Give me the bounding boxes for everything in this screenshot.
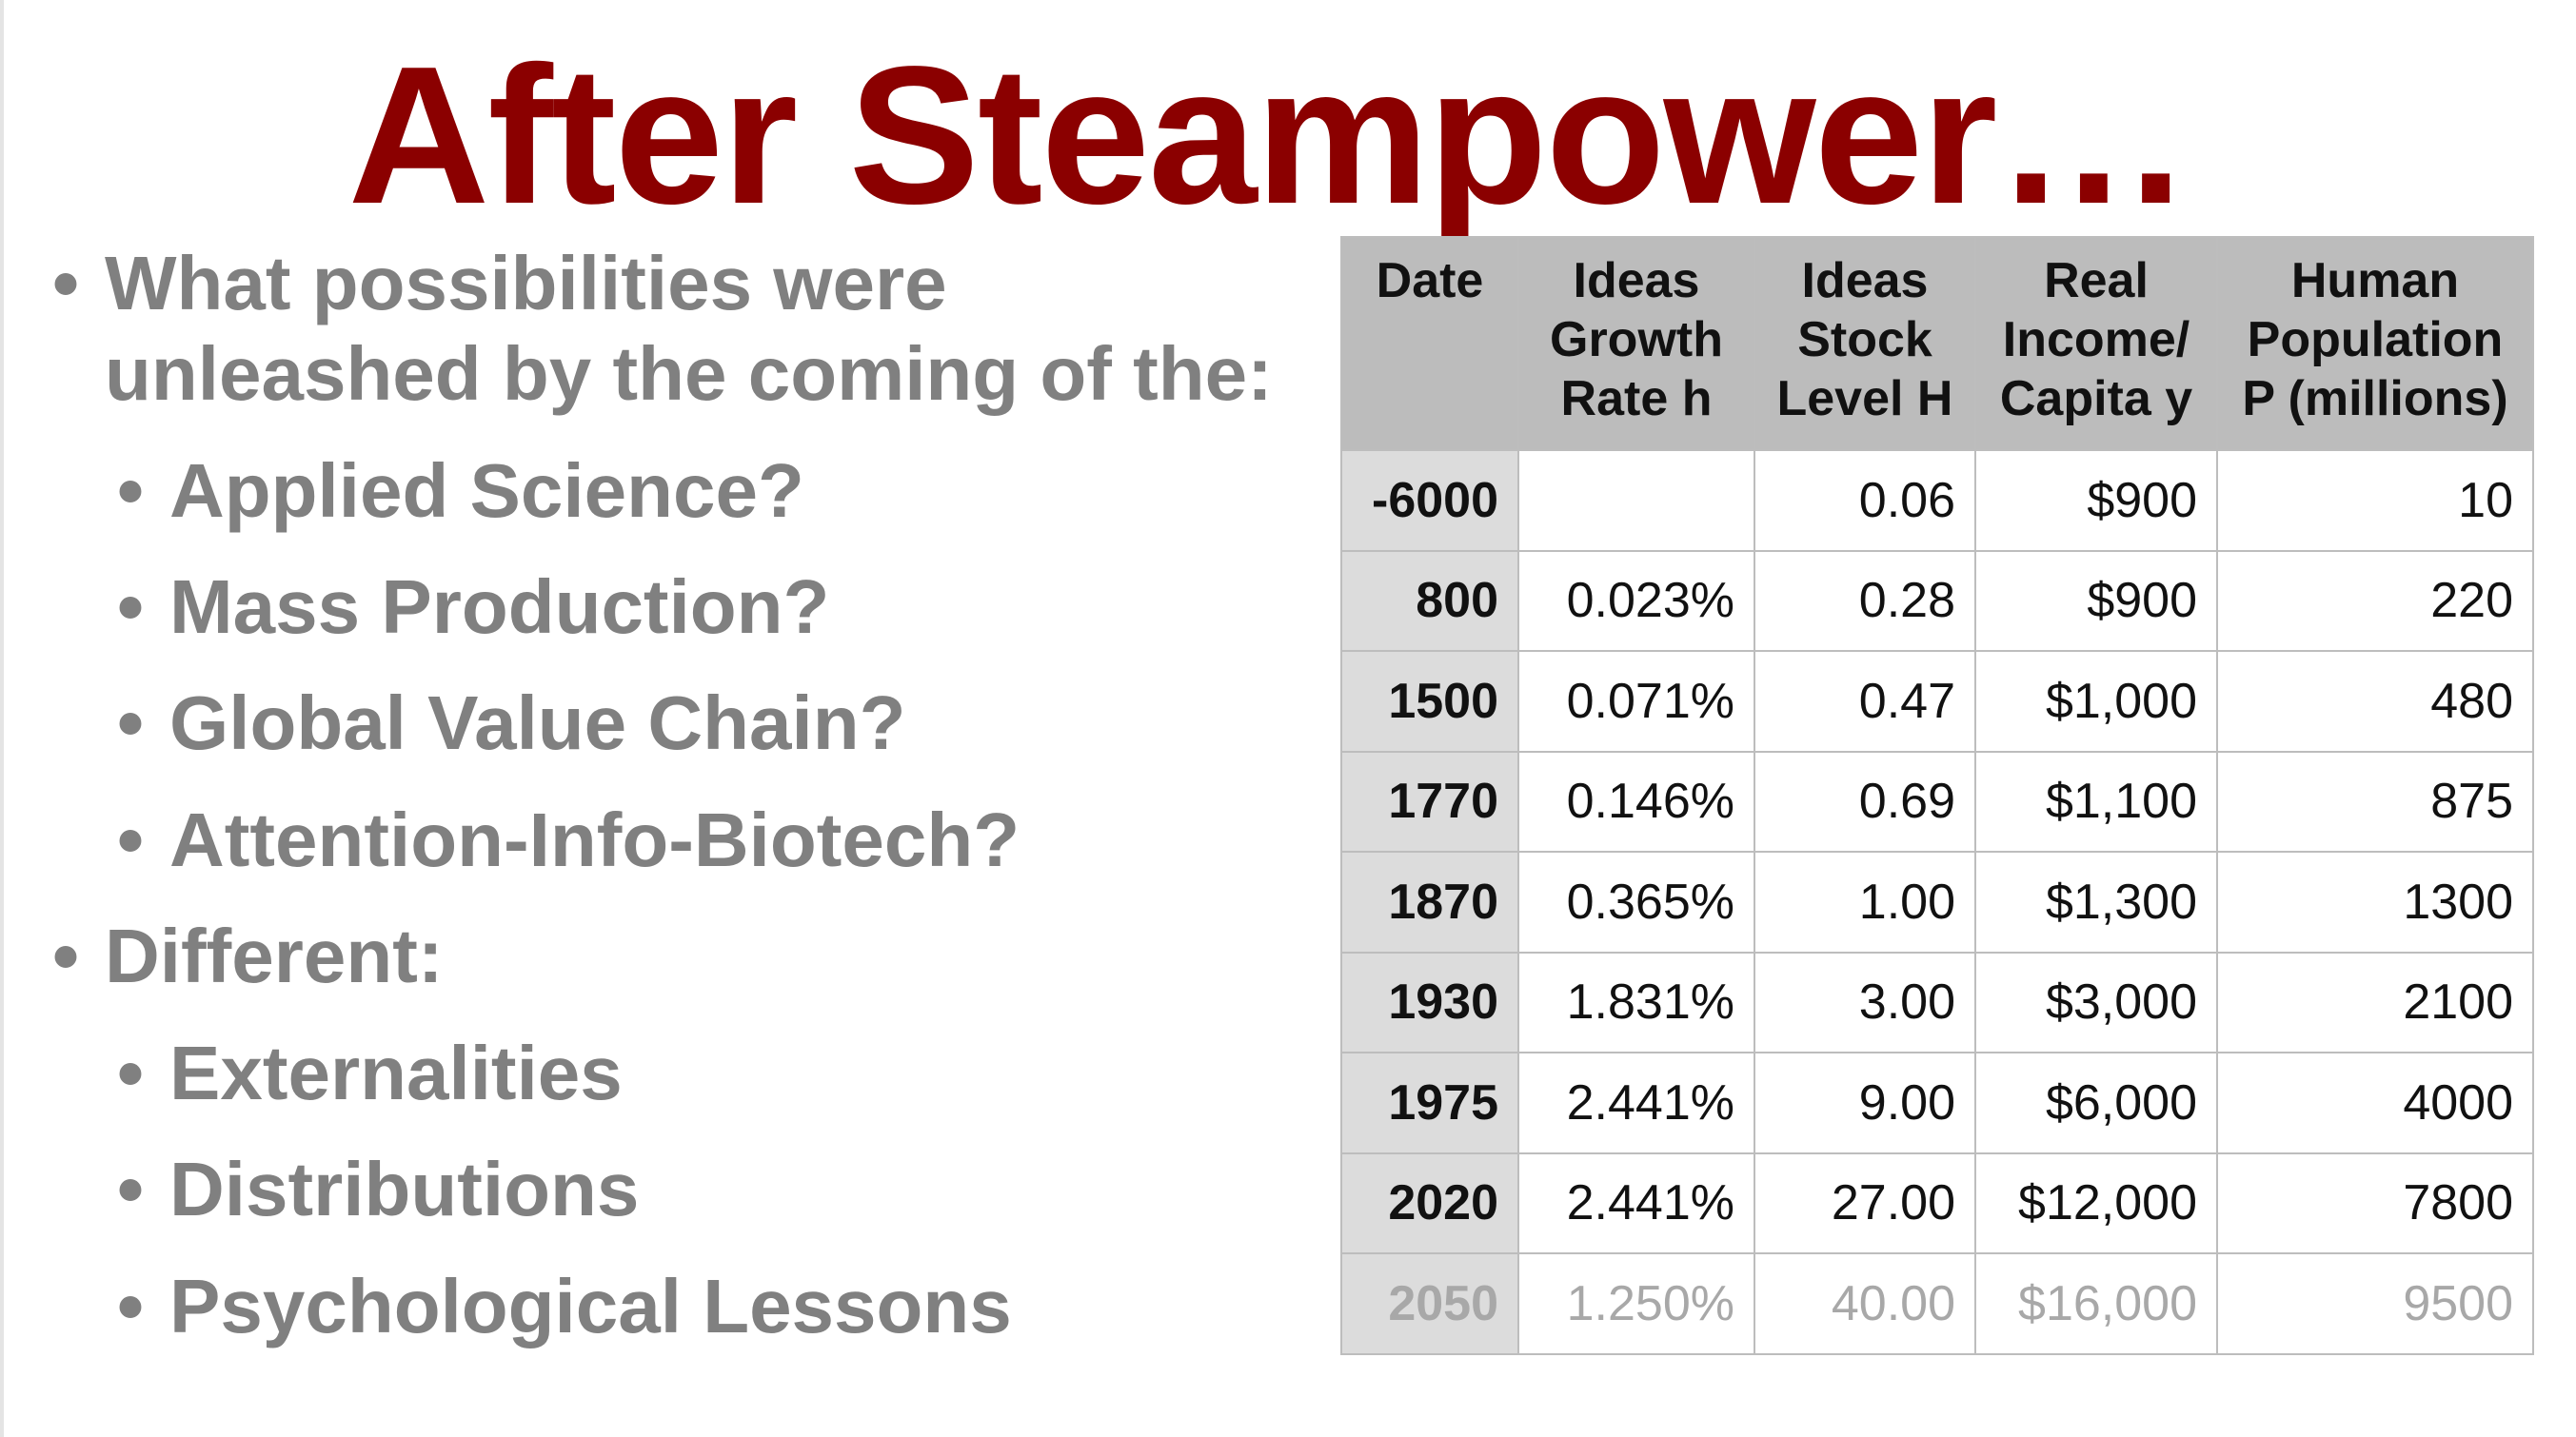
table-row: 2020 2.441% 27.00 $12,000 7800: [1340, 1152, 2534, 1254]
slide-title: After Steampower…: [347, 26, 2192, 245]
cell-ideas-growth-rate: [1517, 449, 1755, 552]
cell-population: 875: [2216, 750, 2534, 853]
cell-population: 220: [2216, 549, 2534, 652]
header-real-income-per-capita: Real Income/Capita y: [1974, 236, 2218, 451]
cell-real-income: $16,000: [1974, 1252, 2218, 1355]
cell-ideas-stock-level: 0.69: [1754, 750, 1976, 853]
cell-population: 9500: [2216, 1252, 2534, 1355]
header-line: P (millions): [2242, 371, 2508, 426]
table-header-row: Date Ideas Growth Rate h Ideas Stock Level H Re…: [1340, 236, 2534, 451]
cell-ideas-growth-rate: 0.071%: [1517, 650, 1755, 753]
cell-ideas-stock-level: 9.00: [1754, 1052, 1976, 1154]
cell-population: 7800: [2216, 1152, 2534, 1254]
cell-date: 2020: [1340, 1152, 1519, 1254]
table-row: 1770 0.146% 0.69 $1,100 875: [1340, 750, 2534, 853]
cell-ideas-stock-level: 0.28: [1754, 549, 1976, 652]
cell-ideas-growth-rate: 1.250%: [1517, 1252, 1755, 1355]
bullet-text: What possibilities were: [105, 241, 947, 325]
cell-date: 1500: [1340, 650, 1519, 753]
bullet-dot-icon: •: [52, 914, 80, 998]
bullet-dot-icon: •: [117, 448, 145, 533]
cell-ideas-stock-level: 0.47: [1754, 650, 1976, 753]
bullet-text: Externalities: [169, 1031, 623, 1115]
header-line: Income/: [2002, 312, 2190, 367]
bullet-text: Applied Science?: [169, 448, 804, 533]
cell-ideas-growth-rate: 2.441%: [1517, 1152, 1755, 1254]
cell-real-income: $1,100: [1974, 750, 2218, 853]
cell-date: -6000: [1340, 449, 1519, 552]
header-ideas-growth-rate: Ideas Growth Rate h: [1517, 236, 1755, 451]
bullet-dot-icon: •: [117, 680, 145, 765]
growth-data-table: Date Ideas Growth Rate h Ideas Stock Level H Re…: [1340, 236, 2534, 1355]
cell-date: 1930: [1340, 951, 1519, 1053]
cell-date: 1870: [1340, 851, 1519, 954]
bullet-text: Mass Production?: [169, 564, 830, 649]
bullet-dot-icon: •: [117, 797, 145, 882]
header-date: Date: [1340, 236, 1519, 451]
cell-date: 1770: [1340, 750, 1519, 853]
header-line: Population: [2247, 312, 2504, 367]
bullet-text: Distributions: [169, 1147, 640, 1231]
slide-edge: [0, 0, 4, 1437]
cell-real-income: $900: [1974, 449, 2218, 552]
cell-ideas-growth-rate: 2.441%: [1517, 1052, 1755, 1154]
bullet-dot-icon: •: [117, 1147, 145, 1231]
bullet-text: Different:: [105, 914, 444, 998]
cell-real-income: $1,300: [1974, 851, 2218, 954]
header-line: Date: [1376, 253, 1484, 308]
bullet-text: unleashed by the coming of the:: [105, 331, 1273, 416]
header-line: Growth: [1550, 312, 1723, 367]
header-line: Level H: [1776, 371, 1953, 426]
table-row: 1500 0.071% 0.47 $1,000 480: [1340, 650, 2534, 753]
header-line: Real: [2044, 253, 2149, 308]
header-ideas-stock-level: Ideas Stock Level H: [1754, 236, 1976, 451]
bullet-dot-icon: •: [117, 564, 145, 649]
header-line: Ideas: [1573, 253, 1700, 308]
header-line: Human: [2290, 253, 2460, 308]
cell-date: 2050: [1340, 1252, 1519, 1355]
cell-ideas-stock-level: 40.00: [1754, 1252, 1976, 1355]
cell-population: 1300: [2216, 851, 2534, 954]
table-row: 800 0.023% 0.28 $900 220: [1340, 549, 2534, 652]
header-line: Rate h: [1560, 371, 1713, 426]
cell-real-income: $900: [1974, 549, 2218, 652]
cell-ideas-stock-level: 3.00: [1754, 951, 1976, 1053]
cell-date: 800: [1340, 549, 1519, 652]
table-row: 1870 0.365% 1.00 $1,300 1300: [1340, 851, 2534, 954]
cell-ideas-growth-rate: 0.146%: [1517, 750, 1755, 853]
data-table-container: Date Ideas Growth Rate h Ideas Stock Level H Re…: [1340, 236, 2534, 1355]
cell-date: 1975: [1340, 1052, 1519, 1154]
cell-real-income: $3,000: [1974, 951, 2218, 1053]
table-row: 1975 2.441% 9.00 $6,000 4000: [1340, 1052, 2534, 1154]
header-human-population: Human Population P (millions): [2216, 236, 2534, 451]
cell-population: 2100: [2216, 951, 2534, 1053]
header-line: Capita y: [1999, 371, 2193, 426]
bullet-text: Attention-Info-Biotech?: [169, 797, 1020, 882]
cell-real-income: $1,000: [1974, 650, 2218, 753]
cell-ideas-growth-rate: 0.365%: [1517, 851, 1755, 954]
cell-ideas-growth-rate: 0.023%: [1517, 549, 1755, 652]
cell-real-income: $12,000: [1974, 1152, 2218, 1254]
bullet-dot-icon: •: [117, 1031, 145, 1115]
cell-ideas-stock-level: 0.06: [1754, 449, 1976, 552]
table-row: 2050 1.250% 40.00 $16,000 9500: [1340, 1252, 2534, 1355]
cell-real-income: $6,000: [1974, 1052, 2218, 1154]
cell-ideas-growth-rate: 1.831%: [1517, 951, 1755, 1053]
header-line: Ideas: [1801, 253, 1929, 308]
cell-population: 4000: [2216, 1052, 2534, 1154]
cell-ideas-stock-level: 27.00: [1754, 1152, 1976, 1254]
bullet-dot-icon: •: [117, 1264, 145, 1348]
cell-population: 480: [2216, 650, 2534, 753]
bullet-text: Global Value Chain?: [169, 680, 906, 765]
cell-ideas-stock-level: 1.00: [1754, 851, 1976, 954]
table-row: 1930 1.831% 3.00 $3,000 2100: [1340, 951, 2534, 1053]
bullet-text: Psychological Lessons: [169, 1264, 1012, 1348]
header-line: Stock: [1797, 312, 1932, 367]
table-row: -6000 0.06 $900 10: [1340, 449, 2534, 552]
cell-population: 10: [2216, 449, 2534, 552]
bullet-dot-icon: •: [52, 241, 80, 325]
